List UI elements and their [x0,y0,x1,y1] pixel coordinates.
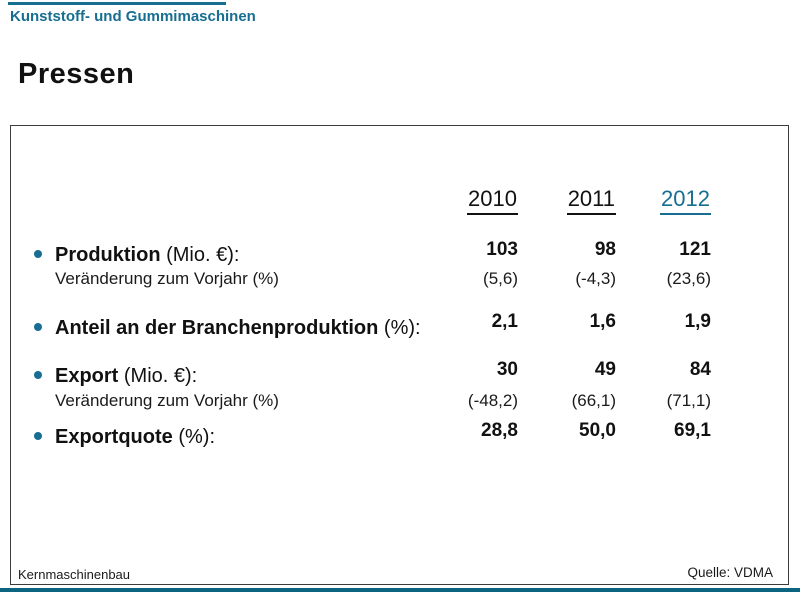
row-label-unit: (%): [378,317,421,339]
row-label-unit: (Mio. €): [118,365,198,387]
bullet-icon [34,250,42,258]
value-produktion-2012: 121 [679,239,711,260]
subvalue-produktion-2012: (23,6) [666,269,711,288]
value-export-2012: 84 [689,359,711,380]
row-label-exportquote: Exportquote (%): [34,426,215,449]
footer-note: Kernmaschinenbau [18,567,131,582]
content-box [10,125,789,585]
category-label: Kunststoff- und Gummimaschinen [10,8,256,25]
value-exportquote-2012: 69,1 [674,420,711,441]
row-label-unit: (Mio. €): [160,244,240,266]
value-anteil-2012: 1,9 [684,311,711,332]
bullet-icon [34,371,42,379]
bullet-icon [34,432,42,440]
row-label-unit: (%): [172,426,215,448]
value-anteil-2010: 2,1 [491,311,518,332]
row-label-bold: Produktion [55,244,161,266]
row-label-bold: Exportquote [55,426,173,448]
value-export-2010: 30 [496,359,518,380]
sub-label-veraenderung-produktion: Veränderung zum Vorjahr (%) [55,269,279,288]
bottom-accent-band [0,588,800,592]
row-label-bold: Export [55,365,119,387]
subvalue-export-2012: (71,1) [666,391,711,410]
top-accent-rule [8,2,226,5]
column-header-2010: 2010 [467,186,518,215]
value-produktion-2010: 103 [486,239,518,260]
subvalue-export-2011: (66,1) [571,391,616,410]
column-header-2011: 2011 [566,186,616,215]
source-note: Quelle: VDMA [687,565,773,580]
value-anteil-2011: 1,6 [589,311,616,332]
value-produktion-2011: 98 [594,239,616,260]
row-label-produktion: Produktion (Mio. €): [34,244,239,267]
row-label-bold: Anteil an der Branchenproduktion [55,317,379,339]
column-header-2012: 2012 [660,186,711,215]
page-title: Pressen [18,58,135,90]
subvalue-produktion-2011: (-4,3) [575,269,616,288]
row-label-export: Export (Mio. €): [34,365,197,388]
subvalue-export-2010: (-48,2) [467,391,518,410]
sub-label-veraenderung-export: Veränderung zum Vorjahr (%) [55,391,279,410]
value-exportquote-2011: 50,0 [579,420,616,441]
subvalue-produktion-2010: (5,6) [483,269,518,288]
value-export-2011: 49 [594,359,616,380]
value-exportquote-2010: 28,8 [481,420,518,441]
row-label-anteil: Anteil an der Branchenproduktion (%): [34,317,421,340]
bullet-icon [34,323,42,331]
